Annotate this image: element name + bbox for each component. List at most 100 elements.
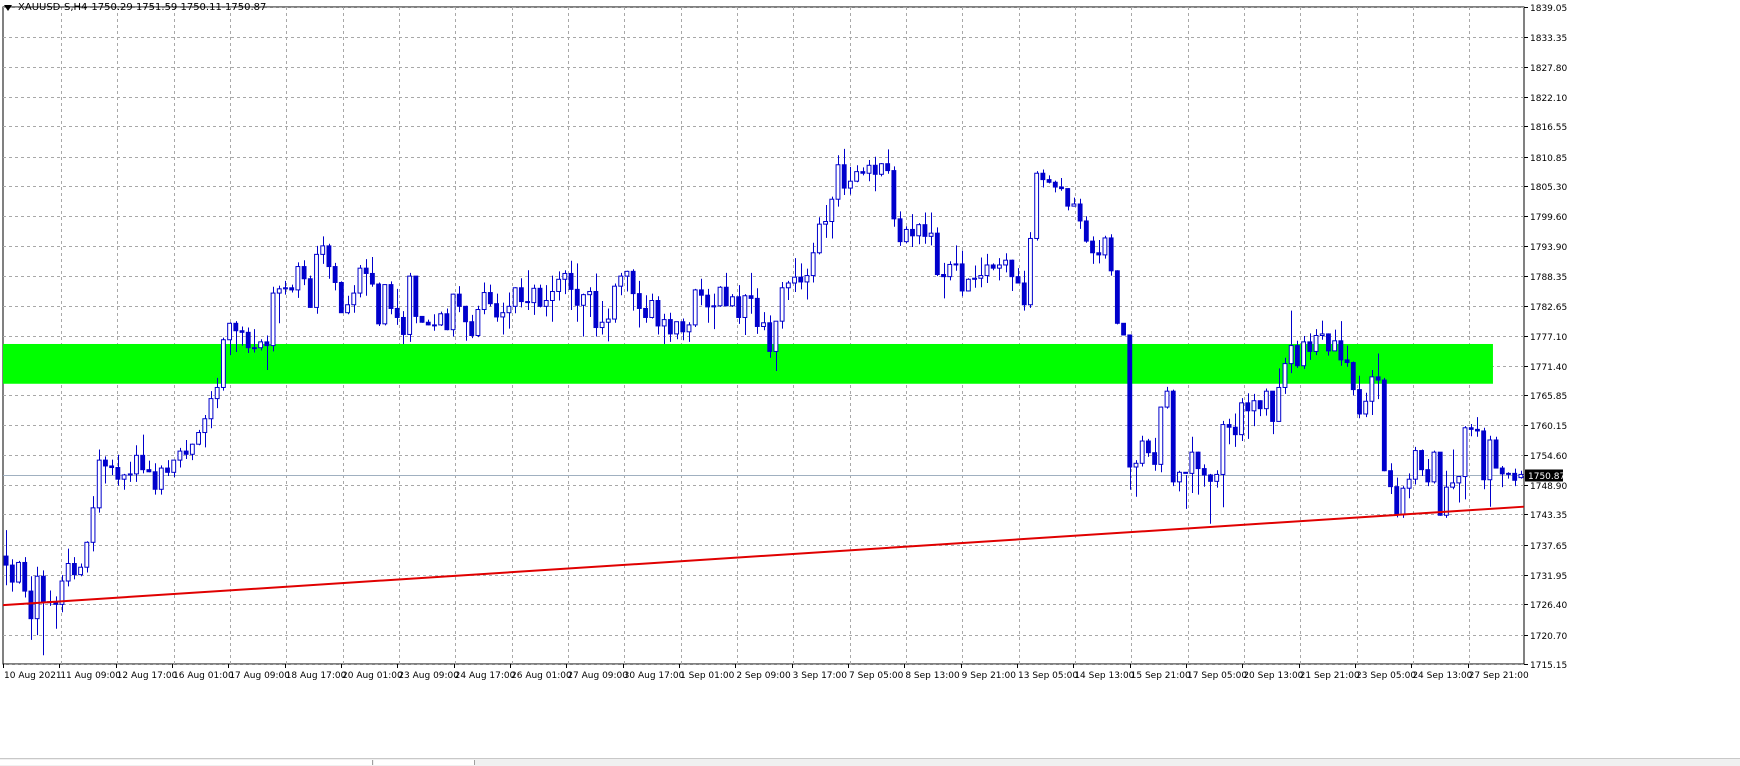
candle-body-bear <box>152 471 158 490</box>
candle-body-bull <box>823 220 829 225</box>
candle-body-bull <box>171 459 177 473</box>
candle-body-bear <box>469 321 475 336</box>
candle-body-bear <box>487 292 493 305</box>
candle-body-bear <box>1170 390 1176 483</box>
candle-body-bear <box>425 321 431 326</box>
candle-body-bull <box>605 318 611 323</box>
candle-body-bear <box>463 305 468 323</box>
candle-body-bull <box>1400 487 1406 516</box>
candle-body-bear <box>1294 345 1300 367</box>
candle-body-bull <box>1313 335 1319 352</box>
candle-body-bull <box>742 295 748 318</box>
candle-body-bear <box>413 275 419 317</box>
candle-body-bull <box>674 321 680 335</box>
candle-body-bull <box>177 450 183 461</box>
y-tick-label: 1799.60 <box>1530 213 1567 223</box>
candle-body-bull <box>972 277 978 280</box>
candle-body-bull <box>965 278 971 292</box>
candle-body-bear <box>1344 359 1350 364</box>
x-tick-label: 2 Sep 09:00 <box>736 671 791 681</box>
candle-body-bear <box>1388 470 1393 488</box>
support-zone <box>3 343 1493 384</box>
y-tick-label: 1771.40 <box>1530 363 1567 373</box>
candle-body-bull <box>792 276 797 284</box>
chart-tab[interactable] <box>374 760 475 765</box>
candle-body-bull <box>928 232 934 237</box>
candle-body-bull <box>829 198 835 222</box>
candle-body-bull <box>717 286 723 307</box>
candle-body-bear <box>1437 451 1443 516</box>
candle-body-bear <box>1493 439 1499 469</box>
candle-body-bear <box>1077 203 1083 222</box>
candle-body-bull <box>158 467 164 490</box>
candle-body-bear <box>456 293 462 307</box>
candle-body-bull <box>34 575 40 620</box>
candle-body-bear <box>1425 469 1431 483</box>
candle-body-bull <box>581 294 586 306</box>
candle-body-bull <box>134 454 139 475</box>
chart-tab[interactable] <box>0 760 373 765</box>
candle-body-bull <box>214 386 220 400</box>
y-tick-label: 1793.90 <box>1530 243 1567 253</box>
candle-body-bull <box>1412 450 1418 480</box>
candle-body-bull <box>543 300 549 307</box>
x-tick-label: 20 Sep 13:00 <box>1243 671 1303 681</box>
y-tick-label: 1715.15 <box>1530 661 1567 671</box>
y-tick-label: 1720.70 <box>1530 632 1567 642</box>
candle-body-bear <box>1040 172 1046 181</box>
candle-body-bear <box>1245 402 1251 412</box>
candle-body-bull <box>1276 386 1282 422</box>
candle-body-bull <box>500 312 506 318</box>
x-tick-label: 21 Sep 21:00 <box>1300 671 1360 681</box>
x-tick-label: 17 Aug 09:00 <box>229 671 290 681</box>
candle-body-bear <box>1338 340 1344 361</box>
candle-body-bull <box>345 304 350 314</box>
x-tick-label: 8 Sep 13:00 <box>905 671 960 681</box>
candle-body-bear <box>736 296 742 318</box>
y-tick-label: 1748.90 <box>1530 482 1567 492</box>
candle-body-bull <box>730 296 735 307</box>
candle-body-bull <box>475 309 481 336</box>
x-tick-label: 3 Sep 17:00 <box>793 671 848 681</box>
candle-body-bull <box>612 285 617 320</box>
candle-body-bear <box>388 284 394 309</box>
candle-body-bull <box>531 287 537 304</box>
dropdown-triangle-icon[interactable] <box>4 4 12 11</box>
candle-body-bull <box>1214 473 1220 482</box>
candle-body-bear <box>1052 181 1058 188</box>
candle-body-bear <box>655 300 661 327</box>
candle-body-bull <box>1518 473 1524 479</box>
candle-body-bear <box>593 290 599 329</box>
candle-body-bear <box>1021 282 1027 306</box>
candle-body-bear <box>394 307 400 318</box>
candle-body-bear <box>636 293 642 309</box>
y-tick-label: 1731.95 <box>1530 572 1567 582</box>
candle-body-bear <box>363 267 369 274</box>
candle-body-bull <box>283 287 288 290</box>
candle-body-bull <box>916 224 922 237</box>
candle-body-bear <box>332 266 338 283</box>
current-price-label-bg <box>1525 469 1563 482</box>
candle-body-bull <box>854 171 860 182</box>
candle-body-bear <box>1152 452 1158 465</box>
candle-body-bear <box>419 315 425 323</box>
candle-body-bull <box>481 292 487 311</box>
candle-body-bear <box>1201 468 1207 476</box>
candle-body-bear <box>494 303 499 318</box>
candle-body-bear <box>941 274 946 278</box>
candle-body-bull <box>1363 400 1369 415</box>
candle-body-bull <box>1487 439 1493 481</box>
x-tick-label: 23 Sep 05:00 <box>1356 671 1416 681</box>
candle-body-bull <box>450 293 456 331</box>
candle-body-bear <box>40 575 46 603</box>
candle-body-bull <box>220 339 226 388</box>
y-tick-label: 1816.55 <box>1530 123 1567 133</box>
candle-body-bull <box>1003 259 1009 266</box>
candle-body-bull <box>96 459 102 509</box>
candle-body-bull <box>711 305 717 308</box>
candle-body-bear <box>1375 376 1381 381</box>
candle-body-bull <box>1431 451 1437 483</box>
y-tick-label: 1810.85 <box>1530 154 1567 164</box>
